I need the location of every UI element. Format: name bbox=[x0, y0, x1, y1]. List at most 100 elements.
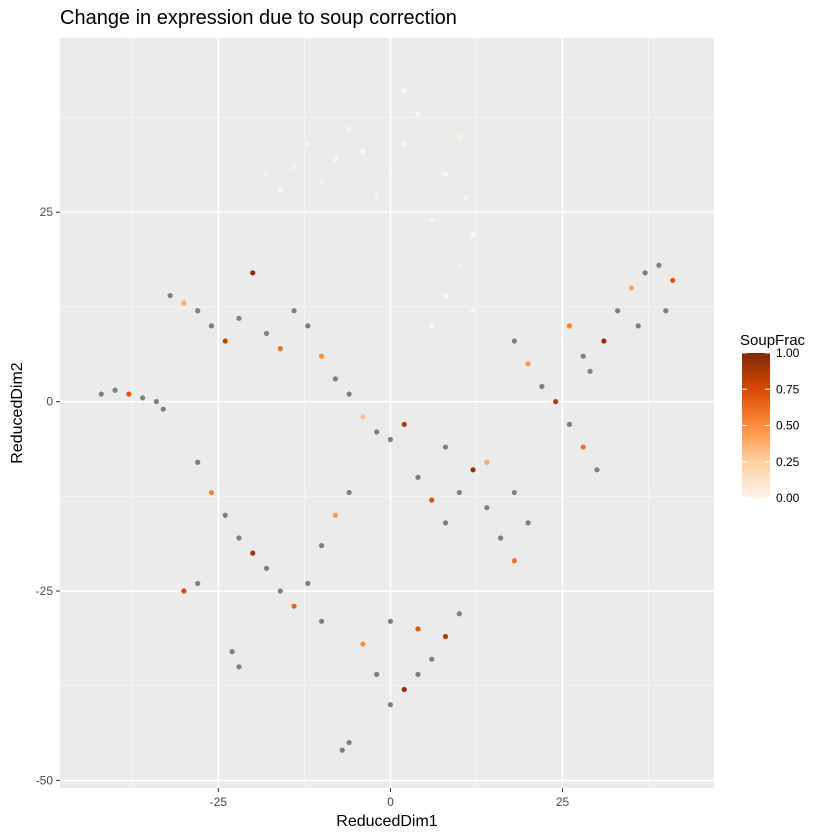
scatter-point-8 bbox=[346, 126, 352, 132]
scatter-point-72 bbox=[642, 270, 648, 276]
plot-panel bbox=[60, 38, 714, 788]
legend-label-2: 0.50 bbox=[776, 419, 800, 433]
scatter-point-26 bbox=[160, 406, 166, 412]
scatter-point-78 bbox=[181, 300, 187, 306]
scatter-point-31 bbox=[263, 330, 270, 337]
grid-major bbox=[60, 38, 714, 788]
scatter-point-13 bbox=[277, 186, 283, 193]
scatter-point-66 bbox=[511, 338, 517, 344]
scatter-point-67 bbox=[539, 383, 545, 390]
scatter-point-70 bbox=[587, 368, 593, 374]
scatter-point-53 bbox=[484, 505, 490, 511]
scatter-point-3 bbox=[415, 111, 421, 117]
x-axis-title: ReducedDim1 bbox=[336, 813, 437, 830]
scatter-point-29 bbox=[208, 323, 215, 329]
legend-ticks: 1.00 0.75 0.50 0.25 0.00 bbox=[742, 346, 800, 505]
scatter-point-59 bbox=[429, 656, 435, 662]
scatter-point-65 bbox=[339, 747, 345, 753]
y-tick-label-0: -50 bbox=[36, 773, 54, 787]
y-axis: -50 -25 0 25 bbox=[36, 205, 60, 787]
scatter-point-55 bbox=[525, 520, 531, 526]
scatter-point-12 bbox=[291, 164, 297, 170]
scatter-point-0 bbox=[429, 217, 435, 223]
scatter-point-20 bbox=[401, 88, 407, 94]
scatter-point-45 bbox=[346, 489, 352, 496]
scatter-point-64 bbox=[346, 739, 352, 746]
scatter-point-34 bbox=[332, 376, 338, 382]
scatter-point-84 bbox=[401, 421, 407, 427]
scatter-point-87 bbox=[291, 603, 297, 609]
scatter-point-25 bbox=[153, 399, 159, 405]
scatter-point-15 bbox=[470, 232, 476, 238]
legend-label-0: 1.00 bbox=[776, 346, 800, 360]
scatter-point-4 bbox=[401, 141, 407, 147]
chart-title: Change in expression due to soup correct… bbox=[60, 7, 457, 29]
points-layer bbox=[98, 88, 676, 753]
scatter-point-76 bbox=[580, 353, 586, 359]
scatter-point-83 bbox=[360, 414, 366, 420]
scatter-point-19 bbox=[429, 323, 435, 329]
scatter-point-5 bbox=[387, 171, 394, 177]
scatter-point-16 bbox=[456, 262, 462, 268]
scatter-point-37 bbox=[387, 436, 394, 443]
scatter-point-57 bbox=[442, 444, 449, 450]
scatter-point-18 bbox=[470, 308, 476, 314]
scatter-point-11 bbox=[305, 141, 311, 147]
scatter-point-23 bbox=[112, 387, 118, 393]
scatter-point-54 bbox=[497, 535, 504, 541]
scatter-point-68 bbox=[566, 421, 573, 427]
scatter-point-24 bbox=[140, 395, 146, 401]
scatter-point-81 bbox=[277, 346, 283, 352]
x-tick-label-0: -25 bbox=[210, 795, 228, 809]
scatter-point-63 bbox=[387, 618, 394, 624]
scatter-point-10 bbox=[319, 179, 325, 185]
scatter-point-79 bbox=[222, 338, 228, 344]
y-tick-label-1: -25 bbox=[36, 584, 54, 598]
y-tick-label-3: 25 bbox=[40, 205, 54, 219]
scatter-point-22 bbox=[98, 391, 104, 397]
scatter-point-94 bbox=[442, 633, 449, 640]
scatter-point-43 bbox=[305, 580, 311, 587]
scatter-point-39 bbox=[222, 512, 228, 518]
y-tick-label-2: 0 bbox=[46, 395, 53, 409]
scatter-point-27 bbox=[167, 292, 173, 299]
x-axis: -25 0 25 bbox=[210, 788, 570, 809]
scatter-point-104 bbox=[566, 323, 573, 329]
scatter-point-97 bbox=[415, 626, 421, 632]
scatter-point-1 bbox=[442, 171, 449, 177]
scatter-point-86 bbox=[250, 550, 256, 556]
legend-title: SoupFrac bbox=[740, 332, 806, 349]
legend-label-1: 0.75 bbox=[776, 382, 800, 396]
scatter-point-60 bbox=[415, 671, 421, 677]
scatter-point-33 bbox=[305, 323, 311, 329]
scatter-point-91 bbox=[470, 467, 476, 473]
scatter-point-44 bbox=[319, 542, 325, 549]
y-axis-title: ReducedDim2 bbox=[9, 362, 26, 463]
scatter-point-40 bbox=[236, 535, 242, 541]
scatter-point-85 bbox=[208, 489, 215, 496]
scatter-point-21 bbox=[463, 194, 469, 200]
scatter-point-77 bbox=[126, 391, 132, 397]
scatter-point-46 bbox=[195, 580, 201, 587]
grid-minor bbox=[60, 38, 714, 788]
legend-label-4: 0.00 bbox=[776, 491, 800, 505]
scatter-point-6 bbox=[374, 194, 380, 200]
scatter-point-71 bbox=[615, 308, 621, 314]
scatter-point-99 bbox=[553, 399, 559, 405]
scatter-point-92 bbox=[511, 558, 517, 564]
x-tick-label-2: 25 bbox=[556, 795, 570, 809]
scatter-point-36 bbox=[374, 429, 380, 435]
scatter-point-69 bbox=[594, 467, 600, 473]
scatter-point-41 bbox=[263, 565, 270, 571]
scatter-point-38 bbox=[195, 459, 201, 465]
legend-label-3: 0.25 bbox=[776, 455, 800, 469]
scatter-point-73 bbox=[656, 262, 662, 268]
scatter-point-32 bbox=[291, 308, 297, 314]
scatter-point-48 bbox=[236, 664, 242, 670]
scatter-point-74 bbox=[663, 308, 669, 314]
scatter-point-75 bbox=[635, 323, 641, 329]
scatter-point-35 bbox=[346, 391, 352, 397]
scatter-point-101 bbox=[601, 338, 607, 344]
scatter-point-9 bbox=[332, 156, 338, 162]
